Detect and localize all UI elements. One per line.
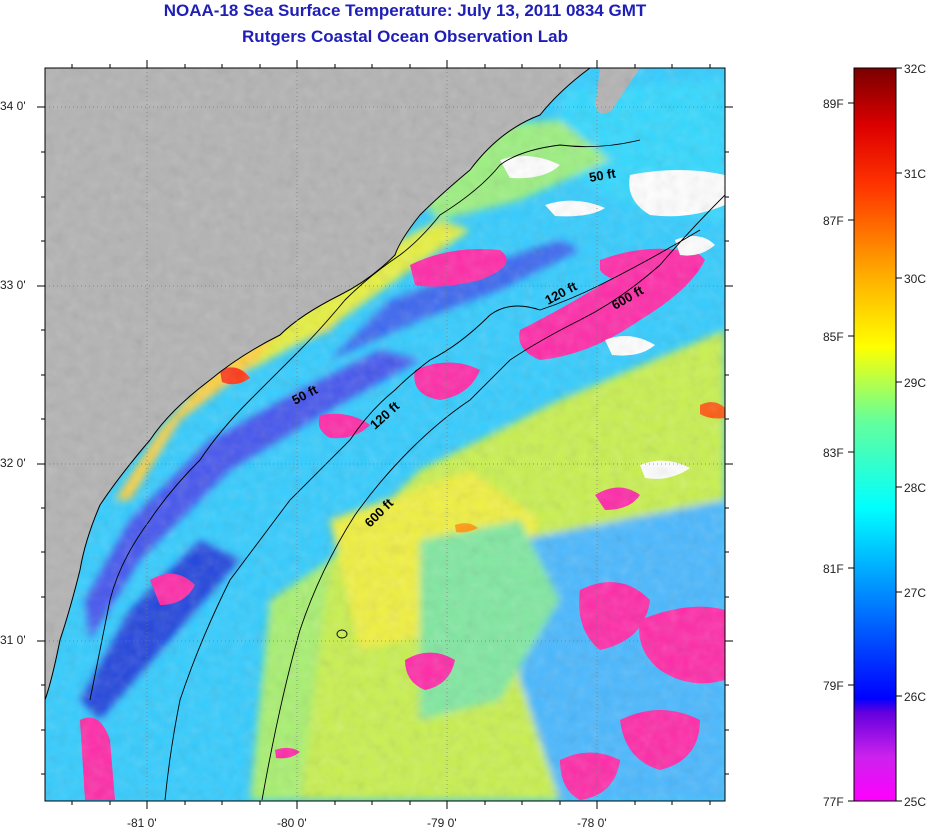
lat-tick-label: 32 0' bbox=[0, 456, 26, 470]
celsius-label: 31C bbox=[904, 167, 927, 181]
fahrenheit-label: 83F bbox=[823, 446, 844, 460]
celsius-label: 27C bbox=[904, 586, 927, 600]
fahrenheit-label: 87F bbox=[823, 214, 844, 228]
lon-tick-label: -78 0' bbox=[577, 816, 607, 830]
graticule bbox=[45, 68, 725, 801]
lat-tick-label: 31 0' bbox=[0, 633, 26, 647]
map-frame bbox=[44, 67, 726, 802]
fahrenheit-label: 81F bbox=[823, 562, 844, 576]
isobath-lines bbox=[89, 139, 725, 801]
colorbar-gradient bbox=[853, 67, 897, 802]
fahrenheit-label: 89F bbox=[823, 97, 844, 111]
lon-tick-label: -80 0' bbox=[277, 816, 307, 830]
celsius-label: 26C bbox=[904, 690, 927, 704]
lat-tick-label: 34 0' bbox=[0, 99, 26, 113]
celsius-label: 32C bbox=[904, 62, 927, 76]
map-title: NOAA-18 Sea Surface Temperature: July 13… bbox=[163, 1, 647, 20]
lon-tick-label: -79 0' bbox=[427, 816, 457, 830]
celsius-label: 25C bbox=[904, 795, 927, 809]
colorbar-ticks bbox=[848, 67, 902, 802]
celsius-label: 29C bbox=[904, 376, 927, 390]
lon-tick-label: -81 0' bbox=[127, 816, 157, 830]
coastline bbox=[45, 68, 591, 701]
isobath-label: 50 ft bbox=[588, 165, 618, 185]
axis-ticks bbox=[37, 60, 733, 809]
map-subtitle: Rutgers Coastal Ocean Observation Lab bbox=[242, 27, 568, 46]
lat-tick-label: 33 0' bbox=[0, 278, 26, 292]
celsius-label: 30C bbox=[904, 272, 927, 286]
celsius-label: 28C bbox=[904, 481, 927, 495]
fahrenheit-label: 85F bbox=[823, 330, 844, 344]
fahrenheit-label: 77F bbox=[823, 795, 844, 809]
fahrenheit-label: 79F bbox=[823, 679, 844, 693]
